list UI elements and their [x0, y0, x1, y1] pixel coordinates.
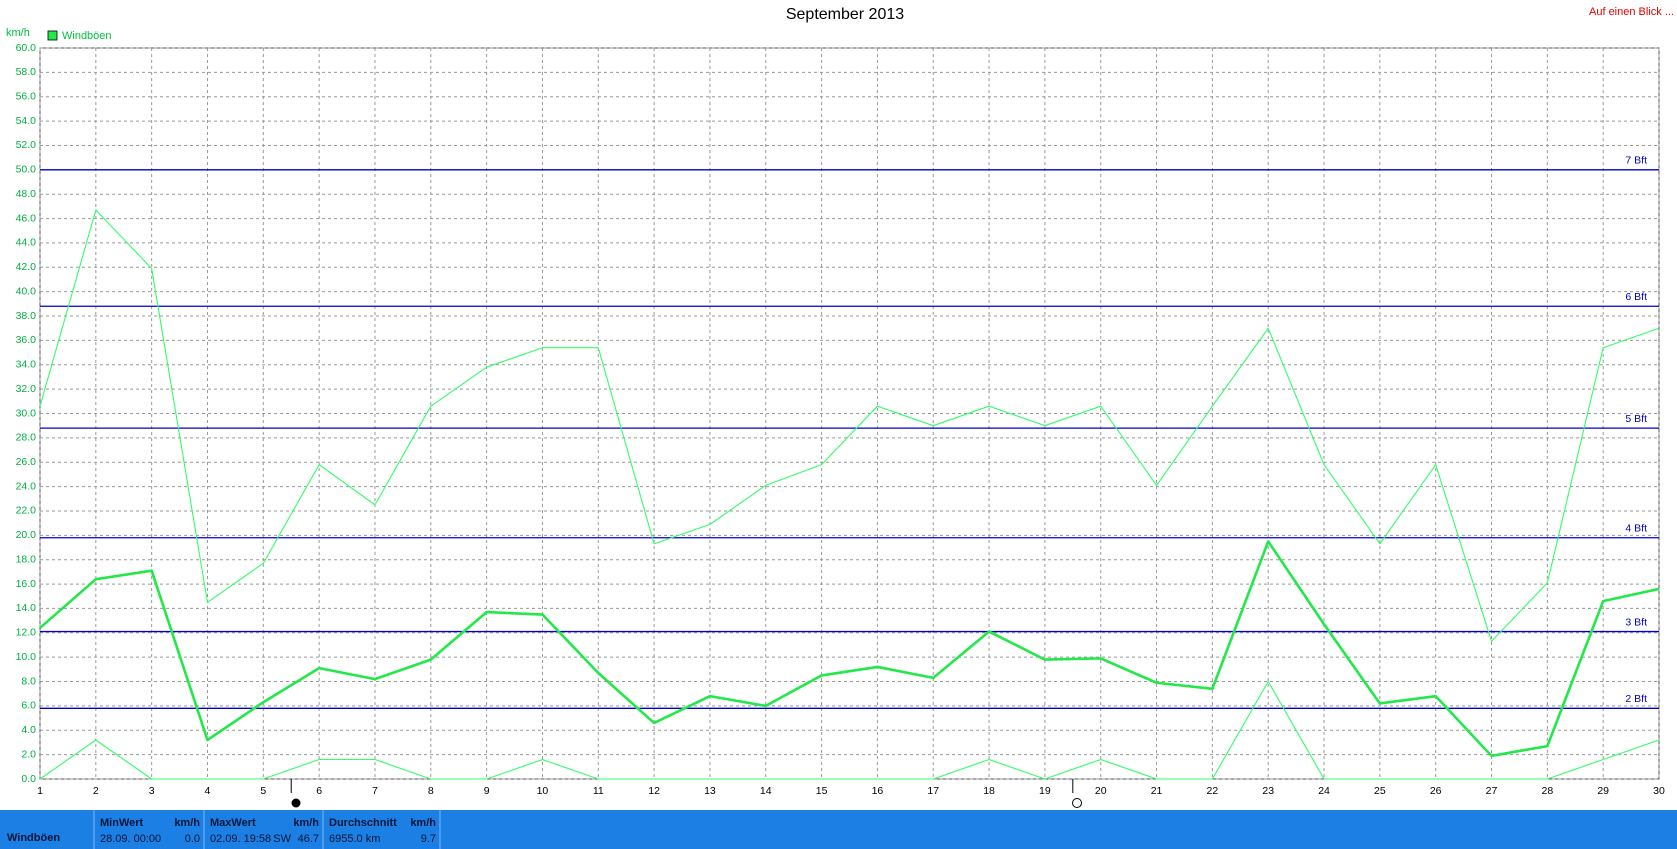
reference-label: 2 Bft — [1625, 693, 1647, 705]
footer-direction: SW — [273, 833, 291, 845]
x-tick-label: 16 — [872, 785, 884, 797]
x-tick-label: 27 — [1486, 785, 1498, 797]
x-tick-label: 17 — [927, 785, 939, 797]
y-tick-label: 34.0 — [16, 359, 37, 371]
y-tick-label: 38.0 — [16, 310, 37, 322]
y-tick-label: 30.0 — [16, 407, 37, 419]
x-tick-label: 8 — [428, 785, 434, 797]
y-tick-label: 20.0 — [16, 529, 37, 541]
series-line — [39, 209, 1660, 642]
y-tick-label: 10.0 — [16, 651, 37, 663]
y-tick-label: 60.0 — [16, 42, 37, 54]
x-tick-label: 6 — [316, 785, 322, 797]
x-tick-label: 9 — [484, 785, 490, 797]
y-tick-label: 16.0 — [16, 578, 37, 590]
y-tick-label: 24.0 — [16, 480, 37, 492]
reference-label: 7 Bft — [1625, 155, 1647, 167]
footer-detail: 28.09. 00:00 — [100, 833, 161, 845]
x-tick-label: 1 — [37, 785, 43, 797]
x-tick-label: 18 — [983, 785, 995, 797]
x-tick-label: 11 — [593, 785, 604, 797]
reference-label: 6 Bft — [1625, 291, 1647, 303]
x-tick-label: 20 — [1095, 785, 1107, 797]
x-tick-label: 28 — [1542, 785, 1554, 797]
x-tick-label: 12 — [648, 785, 660, 797]
y-tick-label: 46.0 — [16, 212, 37, 224]
x-tick-label: 3 — [149, 785, 155, 797]
y-tick-label: 40.0 — [16, 285, 37, 297]
footer-title: MaxWert — [210, 817, 256, 829]
y-tick-label: 32.0 — [16, 383, 37, 395]
chart-title: September 2013 — [786, 6, 904, 23]
x-tick-label: 29 — [1597, 785, 1609, 797]
y-tick-label: 52.0 — [16, 139, 37, 151]
y-tick-label: 50.0 — [16, 164, 37, 176]
x-tick-label: 10 — [537, 785, 549, 797]
footer-value: 9.7 — [421, 833, 436, 845]
legend-label: Windböen — [62, 30, 112, 42]
y-tick-label: 8.0 — [21, 675, 36, 687]
x-tick-label: 22 — [1207, 785, 1219, 797]
footer-unit: km/h — [410, 817, 436, 829]
reference-label: 5 Bft — [1625, 413, 1647, 425]
x-tick-label: 25 — [1374, 785, 1386, 797]
footer-title: MinWert — [100, 817, 144, 829]
footer-detail: 6955.0 km — [329, 833, 380, 845]
footer-label: Windböen — [7, 832, 60, 844]
x-tick-label: 15 — [816, 785, 828, 797]
icon — [291, 798, 301, 808]
x-tick-label: 30 — [1653, 785, 1665, 797]
y-tick-label: 28.0 — [16, 432, 37, 444]
reference-label: 3 Bft — [1625, 616, 1647, 628]
reference-label: 4 Bft — [1625, 523, 1647, 535]
corner-link[interactable]: Auf einen Blick ... — [1589, 6, 1674, 18]
y-tick-label: 44.0 — [16, 237, 37, 249]
y-tick-label: 22.0 — [16, 505, 37, 517]
x-tick-label: 2 — [93, 785, 99, 797]
y-tick-label: 36.0 — [16, 334, 37, 346]
legend-swatch — [47, 30, 58, 41]
y-tick-label: 26.0 — [16, 456, 37, 468]
x-tick-label: 7 — [372, 785, 378, 797]
x-tick-label: 5 — [260, 785, 266, 797]
x-tick-label: 23 — [1262, 785, 1274, 797]
footer-unit: km/h — [174, 817, 200, 829]
footer-value: 46.7 — [298, 833, 319, 845]
x-tick-label: 24 — [1318, 785, 1330, 797]
footer-unit: km/h — [293, 817, 319, 829]
y-tick-label: 6.0 — [21, 700, 36, 712]
icons — [291, 798, 1082, 808]
y-axis-label: km/h — [6, 27, 30, 39]
x-tick-label: 13 — [704, 785, 716, 797]
y-tick-label: 54.0 — [16, 115, 37, 127]
y-tick-label: 42.0 — [16, 261, 37, 273]
series-line — [39, 540, 1660, 758]
x-tick-label: 21 — [1151, 785, 1163, 797]
footer-title: Durchschnitt — [329, 817, 397, 829]
y-tick-label: 18.0 — [16, 553, 37, 565]
y-tick-label: 4.0 — [21, 724, 36, 736]
icon — [1072, 798, 1082, 808]
x-tick-label: 4 — [205, 785, 211, 797]
footer-bar — [0, 810, 1677, 849]
x-tick-label: 14 — [760, 785, 772, 797]
y-tick-label: 56.0 — [16, 91, 37, 103]
y-tick-label: 12.0 — [16, 627, 37, 639]
footer-detail: 02.09. 19:58 — [210, 833, 271, 845]
x-tick-label: 19 — [1039, 785, 1051, 797]
y-tick-label: 14.0 — [16, 602, 37, 614]
y-tick-label: 58.0 — [16, 66, 37, 78]
x-tick-label: 26 — [1430, 785, 1442, 797]
footer-value: 0.0 — [185, 833, 200, 845]
y-tick-label: 2.0 — [21, 748, 36, 760]
series-line — [39, 680, 1660, 780]
y-tick-label: 0.0 — [21, 773, 36, 785]
y-tick-label: 48.0 — [16, 188, 37, 200]
